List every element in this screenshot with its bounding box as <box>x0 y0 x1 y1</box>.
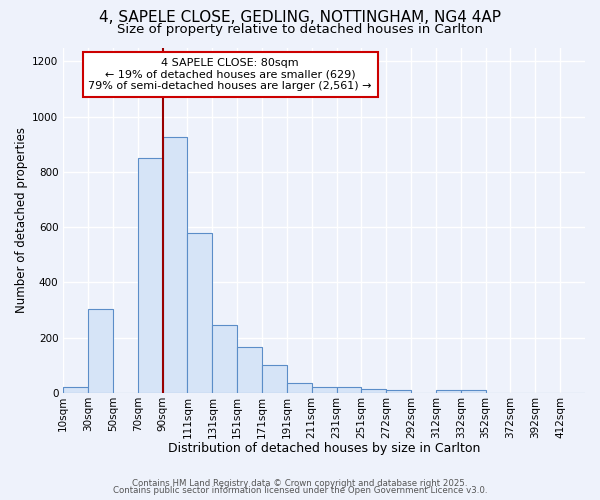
Bar <box>287 384 312 393</box>
Bar <box>386 390 411 393</box>
Text: 4 SAPELE CLOSE: 80sqm
← 19% of detached houses are smaller (629)
79% of semi-det: 4 SAPELE CLOSE: 80sqm ← 19% of detached … <box>88 58 372 91</box>
Text: 4, SAPELE CLOSE, GEDLING, NOTTINGHAM, NG4 4AP: 4, SAPELE CLOSE, GEDLING, NOTTINGHAM, NG… <box>99 10 501 25</box>
Bar <box>337 388 361 393</box>
Bar <box>237 348 262 393</box>
Bar <box>63 388 88 393</box>
Bar <box>312 388 337 393</box>
Y-axis label: Number of detached properties: Number of detached properties <box>15 127 28 313</box>
Bar <box>163 138 187 393</box>
X-axis label: Distribution of detached houses by size in Carlton: Distribution of detached houses by size … <box>168 442 481 455</box>
Bar <box>262 366 287 393</box>
Bar <box>461 390 485 393</box>
Text: Contains HM Land Registry data © Crown copyright and database right 2025.: Contains HM Land Registry data © Crown c… <box>132 478 468 488</box>
Text: Size of property relative to detached houses in Carlton: Size of property relative to detached ho… <box>117 22 483 36</box>
Bar <box>436 390 461 393</box>
Bar <box>88 308 113 393</box>
Bar <box>138 158 163 393</box>
Bar <box>212 325 237 393</box>
Text: Contains public sector information licensed under the Open Government Licence v3: Contains public sector information licen… <box>113 486 487 495</box>
Bar <box>187 232 212 393</box>
Bar <box>361 389 386 393</box>
